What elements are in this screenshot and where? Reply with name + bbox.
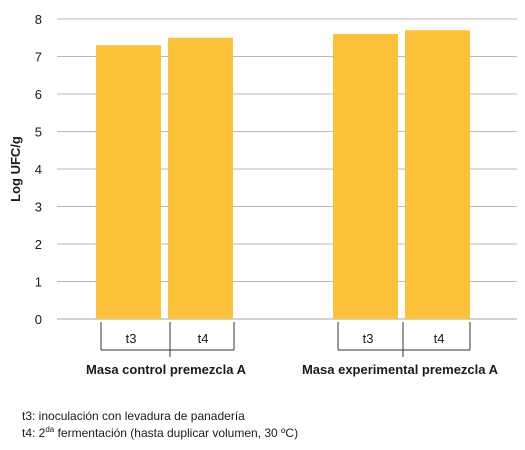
y-axis-label: Log UFC/g: [8, 136, 23, 202]
category-brackets: t3 t4 Masa control premezcla A t3 t4 Masa exp…: [86, 322, 499, 377]
y-tick-label: 1: [35, 275, 42, 290]
note-t4-superscript: da: [45, 425, 55, 434]
note-t4-prefix: t4: 2: [22, 426, 46, 440]
y-tick-label: 7: [35, 50, 42, 65]
bar-t4: [168, 37, 233, 319]
note-t3: t3: inoculación con levadura de panaderí…: [22, 409, 245, 423]
y-tick-label: 4: [35, 162, 42, 177]
x-tick-label-t4: t4: [198, 331, 209, 346]
bar-t4: [405, 30, 470, 319]
y-tick-label: 5: [35, 125, 42, 140]
y-tick-label: 6: [35, 87, 42, 102]
chart-notes: t3: inoculación con levadura de panaderí…: [22, 408, 298, 442]
x-tick-label-t3: t3: [363, 331, 374, 346]
x-tick-label-t3: t3: [126, 331, 137, 346]
y-tick-label: 2: [35, 237, 42, 252]
note-t4: t4: 2da fermentación (hasta duplicar vol…: [22, 425, 298, 442]
note-t4-rest: fermentación (hasta duplicar volumen, 30…: [54, 426, 299, 440]
y-axis-tick-labels: 0 1 2 3 4 5 6 7 8: [35, 12, 42, 327]
y-tick-label: 8: [35, 12, 42, 27]
group-label: Masa control premezcla A: [86, 362, 247, 377]
group-label: Masa experimental premezcla A: [302, 362, 499, 377]
bar-t3: [333, 34, 398, 319]
bar-t3: [96, 45, 161, 319]
x-tick-label-t4: t4: [434, 331, 445, 346]
y-tick-label: 0: [35, 312, 42, 327]
y-tick-label: 3: [35, 200, 42, 215]
bars: [96, 30, 470, 319]
